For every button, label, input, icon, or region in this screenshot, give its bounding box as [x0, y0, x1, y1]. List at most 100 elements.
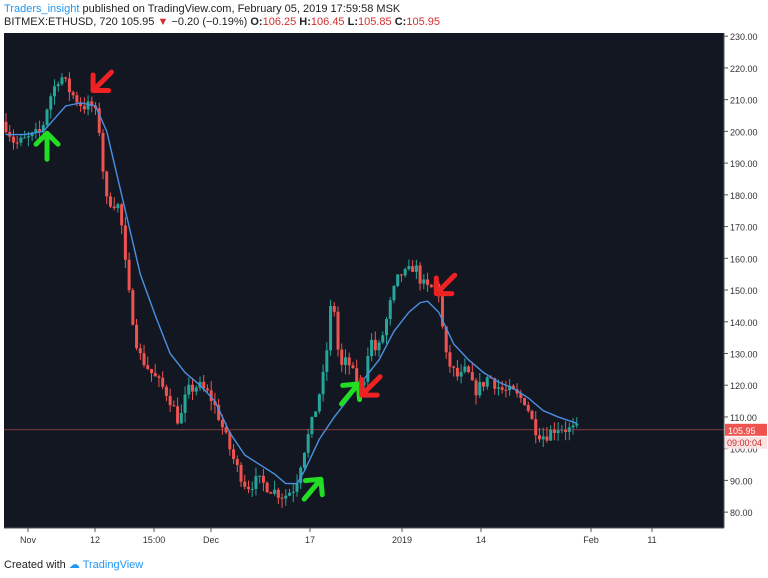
candle-body: [56, 84, 60, 87]
candle-body: [467, 366, 471, 373]
x-tick-label: Feb: [583, 535, 599, 545]
candle-body: [537, 435, 541, 440]
red-arrow-icon: [433, 272, 458, 297]
candle-body: [164, 386, 168, 396]
candle-body: [571, 425, 575, 428]
candle-body: [194, 387, 198, 392]
open-label: O:: [250, 16, 263, 28]
y-tick-label: 80.00: [730, 508, 753, 518]
candle-body: [381, 335, 385, 343]
y-tick-label: 130.00: [730, 349, 758, 359]
candle-body: [138, 348, 142, 354]
candle-body: [366, 356, 370, 382]
candle-body: [496, 387, 500, 389]
candle-body: [463, 366, 467, 372]
candle-body: [545, 436, 549, 441]
x-tick-label: 12: [90, 535, 100, 545]
candle-body: [478, 382, 482, 396]
y-tick-label: 190.00: [730, 159, 758, 169]
candle-body: [448, 352, 452, 367]
candle-body: [403, 269, 407, 276]
candle-body: [157, 376, 161, 378]
candle-body: [205, 388, 209, 391]
candle-body: [302, 452, 306, 468]
candle-body: [52, 86, 56, 97]
candle-body: [116, 204, 120, 209]
candle-body: [340, 349, 344, 365]
candle-body: [64, 77, 68, 79]
candle-body: [317, 394, 321, 412]
tradingview-brand[interactable]: TradingView: [82, 559, 144, 571]
published-text: published on TradingView.com, February 0…: [82, 3, 401, 15]
y-tick-label: 140.00: [730, 318, 758, 328]
low-label: L:: [347, 16, 359, 28]
last-price-tag: [725, 423, 767, 436]
candle-body: [220, 419, 224, 428]
candle-body: [217, 404, 221, 420]
chart-svg[interactable]: 80.00 90.00 100.00 110.00 120.00 130.00 140.00…: [0, 31, 768, 551]
candle-body: [41, 125, 45, 132]
candle-body: [101, 132, 105, 172]
candle-body: [261, 475, 265, 483]
candle-body: [127, 259, 131, 291]
price-chart[interactable]: 80.00 90.00 100.00 110.00 120.00 130.00 140.00…: [0, 31, 768, 551]
candle-body: [179, 412, 183, 424]
y-tick-label: 180.00: [730, 191, 758, 201]
candle-body: [112, 206, 116, 209]
tradingview-logo-icon[interactable]: ☁: [68, 559, 80, 571]
candle-body: [120, 204, 124, 226]
plot-area: [4, 33, 724, 528]
candle-body: [500, 387, 504, 390]
candle-body: [541, 436, 545, 440]
candle-body: [508, 385, 512, 391]
low-value: 105.85: [358, 16, 392, 28]
candle-body: [232, 449, 236, 459]
y-tick-label: 100.00: [730, 445, 758, 455]
candle-body: [291, 491, 295, 493]
x-tick-label: Nov: [20, 535, 37, 545]
price-axis: [724, 33, 768, 550]
candle-body: [15, 142, 19, 144]
candle-body: [556, 430, 560, 433]
candle-body: [269, 492, 273, 494]
y-tick-label: 220.00: [730, 64, 758, 74]
red-arrow-icon: [359, 374, 383, 398]
y-tick-label: 160.00: [730, 254, 758, 264]
candle-body: [519, 393, 523, 399]
candle-body: [530, 410, 534, 420]
candle-body: [418, 265, 422, 284]
candle-body: [377, 342, 381, 351]
y-tick-label: 110.00: [730, 413, 757, 423]
candle-body: [19, 137, 23, 143]
y-tick-label: 210.00: [730, 96, 758, 106]
green-arrow-icon: [33, 130, 61, 162]
candle-body: [429, 284, 433, 288]
candle-body: [202, 381, 206, 389]
candle-body: [511, 385, 515, 390]
y-tick-label: 120.00: [730, 381, 758, 391]
candle-body: [38, 129, 42, 132]
candle-body: [388, 300, 392, 320]
symbol-info: BITMEX:ETHUSD, 720 105.95 ▼ −0.20 (−0.19…: [4, 16, 440, 28]
author-link[interactable]: Traders_insight: [4, 3, 80, 15]
candle-body: [49, 96, 53, 110]
candle-body: [373, 339, 377, 351]
candle-body: [523, 398, 527, 406]
candle-body: [161, 377, 165, 387]
candle-body: [176, 406, 180, 424]
x-tick-label: 17: [305, 535, 315, 545]
y-tick-label: 90.00: [730, 476, 753, 486]
green-arrow-icon: [301, 476, 325, 502]
candle-body: [254, 476, 258, 489]
green-arrow-icon: [338, 381, 363, 407]
footer: Created with ☁ TradingView: [4, 558, 143, 571]
open-value: 106.25: [262, 16, 297, 28]
candle-body: [79, 102, 83, 106]
y-tick-label: 150.00: [730, 286, 758, 296]
candle-body: [97, 108, 101, 133]
candle-body: [452, 366, 456, 368]
candle-body: [273, 489, 277, 494]
candle-body: [239, 464, 243, 482]
candle-body: [526, 405, 530, 411]
candle-body: [4, 121, 8, 132]
